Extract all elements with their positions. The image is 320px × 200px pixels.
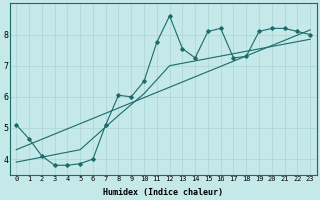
- X-axis label: Humidex (Indice chaleur): Humidex (Indice chaleur): [103, 188, 223, 197]
